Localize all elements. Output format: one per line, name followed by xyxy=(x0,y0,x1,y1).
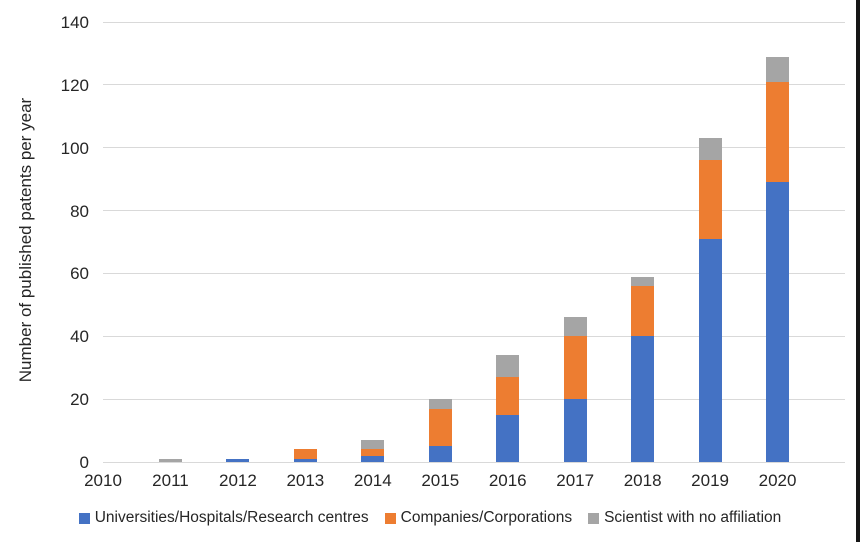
bar-segment-2015-companies xyxy=(428,408,452,447)
legend-marker-no-affiliation xyxy=(588,512,600,524)
bar-segment-2020-scientist-with-no-affiliation xyxy=(766,56,790,82)
bar-segment-2017-universities xyxy=(563,399,587,462)
bar-segment-2018-companies xyxy=(631,286,655,337)
legend-label-companies: Companies/Corporations xyxy=(400,509,573,526)
bar-segment-2019-scientist-with-no-affiliation xyxy=(698,138,722,161)
legend-item-companies: Companies/Corporations xyxy=(384,509,573,527)
bar-segment-2014-companies xyxy=(361,449,385,456)
x-tick-label-2010: 2010 xyxy=(84,471,122,490)
bar-segment-2017-scientist-with-no-affiliation xyxy=(563,317,587,337)
bar-segment-2015-scientist-with-no-affiliation xyxy=(428,399,452,409)
gridline-20 xyxy=(103,398,845,400)
legend-marker-universities xyxy=(78,512,90,524)
y-tick-label-100: 100 xyxy=(60,138,89,158)
y-tick-label-60: 60 xyxy=(70,264,89,284)
bar-segment-2018-scientist-with-no-affiliation xyxy=(631,276,655,286)
bar-segment-2011-scientist-with-no-affiliation xyxy=(158,458,182,462)
bar-segment-2020-universities xyxy=(766,182,790,462)
gridline-120 xyxy=(103,84,845,86)
y-tick-label-0: 0 xyxy=(79,453,89,472)
bar-segment-2018-universities xyxy=(631,336,655,462)
x-tick-label-2015: 2015 xyxy=(421,471,460,490)
bar-segment-2016-scientist-with-no-affiliation xyxy=(496,355,520,378)
x-tick-label-2018: 2018 xyxy=(623,471,662,490)
bar-segment-2014-scientist-with-no-affiliation xyxy=(361,440,385,450)
gridline-40 xyxy=(103,335,845,337)
gridline-0 xyxy=(103,461,845,463)
x-tick-label-2017: 2017 xyxy=(556,471,595,490)
x-tick-label-2019: 2019 xyxy=(691,471,729,490)
gridline-140 xyxy=(103,21,845,23)
x-tick-label-2013: 2013 xyxy=(286,471,325,490)
x-tick-label-2014: 2014 xyxy=(353,471,392,490)
bar-segment-2013-universities xyxy=(293,458,317,462)
y-axis-title: Number of published patents per year xyxy=(16,97,35,383)
bar-segment-2019-companies xyxy=(698,160,722,239)
y-tick-label-80: 80 xyxy=(70,201,89,221)
bar-segment-2016-universities xyxy=(496,414,520,462)
x-tick-label-2011: 2011 xyxy=(152,471,189,490)
bar-segment-2013-companies xyxy=(293,449,317,459)
legend-item-no-affiliation: Scientist with no affiliation xyxy=(588,509,781,527)
y-tick-label-120: 120 xyxy=(60,75,89,95)
x-tick-label-2012: 2012 xyxy=(218,471,257,490)
x-tick-label-2016: 2016 xyxy=(488,471,527,490)
y-tick-label-20: 20 xyxy=(70,390,89,410)
bar-segment-2012-universities xyxy=(226,458,250,462)
bar-segment-2014-universities xyxy=(361,455,385,462)
legend-marker-companies xyxy=(384,512,396,524)
legend-label-no-affiliation: Scientist with no affiliation xyxy=(604,509,782,526)
gridline-80 xyxy=(103,210,845,212)
bar-segment-2019-universities xyxy=(698,238,722,462)
gridline-100 xyxy=(103,147,845,149)
x-tick-label-2020: 2020 xyxy=(758,471,797,490)
bar-segment-2017-companies xyxy=(563,336,587,400)
gridline-60 xyxy=(103,272,845,274)
bar-segment-2016-companies xyxy=(496,377,520,415)
y-tick-label-140: 140 xyxy=(60,13,89,32)
bar-segment-2015-universities xyxy=(428,446,452,462)
legend: Universities/Hospitals/Research centres … xyxy=(0,509,860,527)
image-right-border xyxy=(856,0,860,542)
legend-item-universities: Universities/Hospitals/Research centres xyxy=(78,509,369,527)
legend-label-universities: Universities/Hospitals/Research centres xyxy=(94,509,369,526)
bar-segment-2020-companies xyxy=(766,81,790,183)
y-tick-label-40: 40 xyxy=(70,327,89,347)
